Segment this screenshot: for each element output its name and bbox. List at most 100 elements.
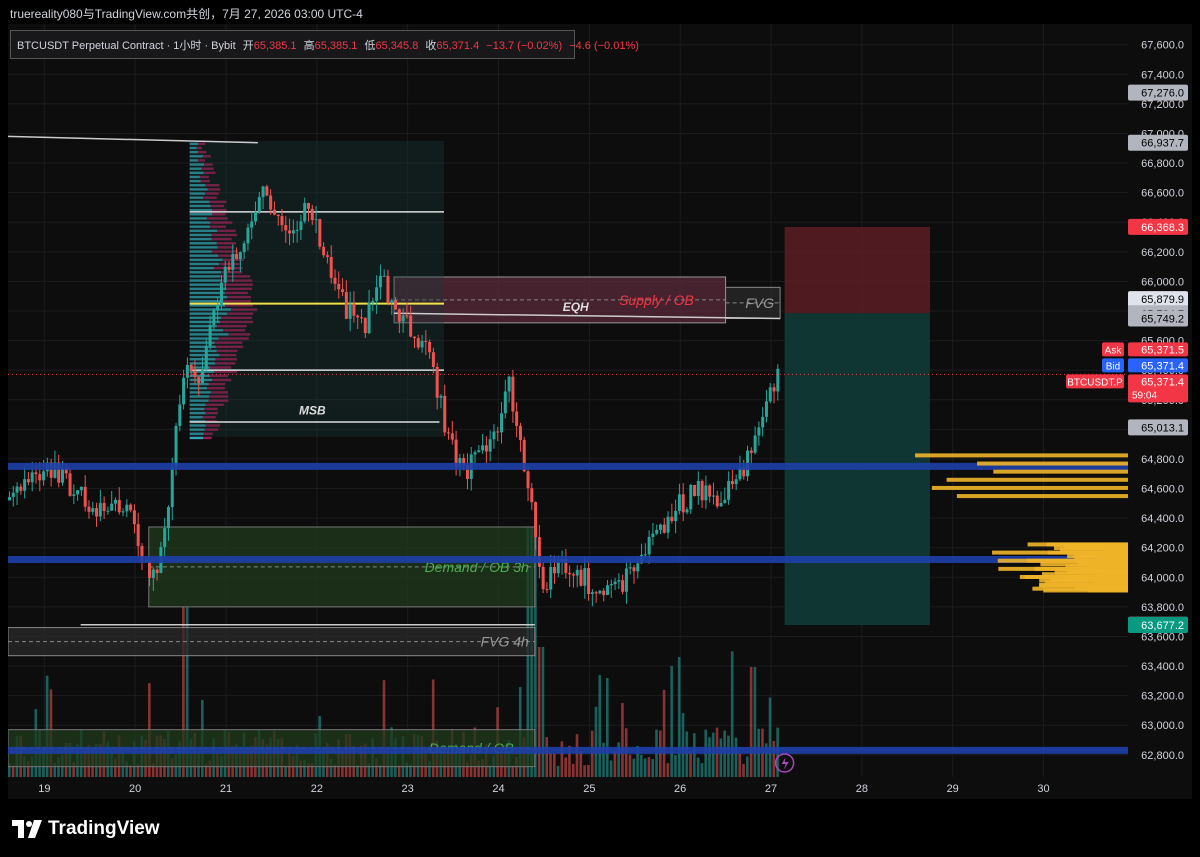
volume-profile-row [216,324,247,328]
volume-profile-bar [1067,554,1128,559]
candle-body [749,450,753,453]
candle-body [534,502,538,538]
volume-bar [11,765,15,777]
price-label-box [1128,218,1188,235]
volume-bar [405,762,409,777]
volume-bar [685,731,689,777]
bid-tag [1102,358,1124,373]
volume-profile-row [199,175,209,179]
volume-profile-row [189,432,204,436]
candle-body [742,467,746,477]
footer-bar: TradingView [0,800,1200,857]
last-price-box [1128,374,1188,403]
volume-profile-row [211,250,238,253]
volume-profile-row [202,155,211,158]
price-tick: 63,200.0 [1141,691,1184,703]
candle-body [329,257,333,278]
volume-profile-row [217,229,236,233]
candle-body [643,554,647,556]
volume-profile-row [189,349,217,353]
candle-body [768,387,772,402]
price-label-text: 65,879.9 [1141,294,1184,306]
candle-body [609,584,613,586]
volume-profile-row [189,416,203,419]
candle-body [556,562,560,574]
volume-profile-row [205,411,219,415]
volume-bar [568,745,571,777]
volume-bar [397,765,401,777]
candle-body [693,485,697,496]
volume-profile-row [189,428,205,431]
volume-bar [768,697,772,777]
volume-profile-row [189,229,218,233]
price-label-text: 65,749.2 [1141,314,1184,326]
candle-body [348,303,352,319]
price-label-box [1128,84,1188,101]
volume-profile-row [189,275,221,278]
candle-body [72,494,76,496]
volume-profile-row [189,341,215,344]
volume-bar [738,753,742,777]
candle-body [587,568,591,594]
candle-body [132,510,136,525]
candle-body [280,216,284,226]
price-tick: 66,000.0 [1141,276,1184,288]
candle-body [662,524,666,533]
tradingview-logo[interactable]: TradingView [12,818,160,840]
volume-profile-row [216,242,236,245]
volume-bar [579,751,583,777]
candle-body [473,452,477,455]
volume-profile-row [212,213,226,216]
candle-body [522,439,526,472]
volume-profile-row [200,179,210,183]
candle-body [484,445,488,452]
bid-price-box [1128,358,1188,373]
volume-bar [689,751,692,777]
volume-profile-bar [998,566,1128,571]
candle-body [689,485,693,510]
candle-body [764,401,768,417]
candle-body [359,317,363,319]
volume-profile-row [189,266,214,270]
volume-profile-row [210,204,225,208]
volume-bar [772,740,776,777]
volume-profile-row [214,341,243,344]
volume-profile-row [189,271,222,274]
volume-profile-bar [1046,542,1128,547]
volume-profile-row [189,167,202,170]
ask-price-box [1128,342,1188,357]
time-tick: 21 [220,783,232,795]
volume-profile-row [216,349,238,353]
candle-body [492,431,496,440]
volume-profile-bar [1019,574,1128,579]
candle-body [185,364,189,378]
candle-body [189,364,193,372]
volume-profile-row [209,395,229,398]
legend-symbol[interactable]: BTCUSDT Perpetual Contract · 1小时 · Bybit [17,40,236,52]
volume-bar [674,755,677,777]
candle-body [102,502,106,512]
time-tick: 22 [311,783,323,795]
candle-body [201,369,205,384]
volume-profile-row [214,370,237,373]
volume-profile-row [189,316,222,320]
candle-body [613,581,617,585]
time-tick: 30 [1037,783,1049,795]
volume-profile-row [189,155,203,158]
price-tick: 67,600.0 [1141,40,1184,52]
volume-profile-row [207,387,225,390]
candle-body [655,529,659,534]
volume-profile-row [218,254,236,257]
symbol-legend[interactable]: BTCUSDT Perpetual Contract · 1小时 · Bybit… [10,30,639,59]
price-axis [1128,24,1192,799]
candle-body [322,246,326,256]
candle-body [318,219,322,247]
candle-body [378,275,382,288]
candle-body [303,203,307,222]
candle-body [579,569,583,586]
candle-body [428,341,432,353]
candle-body [553,566,557,574]
price-tick: 63,800.0 [1141,602,1184,614]
